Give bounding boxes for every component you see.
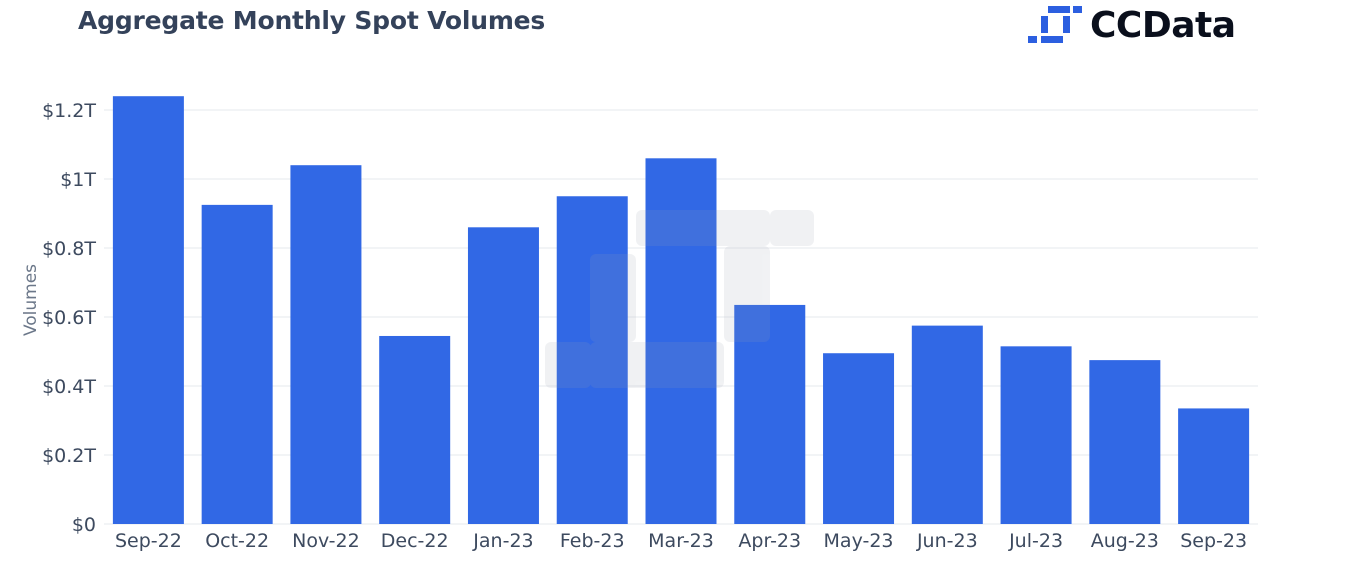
chart-title: Aggregate Monthly Spot Volumes [78,6,546,35]
bar-sep-22[interactable] [112,96,184,524]
bar-sep-23[interactable] [1178,408,1250,524]
x-tick-label: Mar-23 [648,530,714,552]
watermark-block [590,254,636,342]
bar-mar-23[interactable] [645,158,717,525]
bar-may-23[interactable] [823,353,895,524]
brand-logo: CCData [1026,3,1236,47]
y-axis-title: Volumes [21,264,41,336]
y-tick-label: $0 [72,514,96,536]
y-tick-labels: $0 $0.2T $0.4T $0.6T $0.8T $1T $1.2T [42,100,96,536]
watermark-icon [545,210,814,388]
bar-feb-23[interactable] [556,196,628,524]
bar-nov-22[interactable] [290,165,362,524]
y-tick-label: $1T [60,169,96,191]
watermark-block [590,342,724,388]
x-tick-label: May-23 [824,530,894,552]
bars [112,96,1250,525]
y-tick-label: $0.8T [42,238,96,260]
bar-aug-23[interactable] [1089,360,1161,524]
y-tick-label: $0.4T [42,376,96,398]
x-tick-labels: Sep-22 Oct-22 Nov-22 Dec-22 Jan-23 Feb-23 Mar-… [115,530,1247,552]
x-tick-label: Jan-23 [472,530,533,552]
x-tick-label: Apr-23 [738,530,801,552]
bar-apr-23[interactable] [734,304,806,524]
y-tick-label: $0.2T [42,445,96,467]
y-tick-label: $1.2T [42,100,96,122]
watermark-block [636,210,770,246]
x-tick-label: Sep-22 [115,530,182,552]
x-tick-label: Aug-23 [1091,530,1159,552]
bar-jan-23[interactable] [467,227,539,525]
bar-dec-22[interactable] [379,335,451,524]
x-tick-label: Sep-23 [1180,530,1247,552]
bar-jul-23[interactable] [1000,346,1072,524]
x-tick-label: Dec-22 [381,530,449,552]
y-tick-label: $0.6T [42,307,96,329]
watermark-block [770,210,814,246]
brand-name: CCData [1090,4,1236,46]
bar-oct-22[interactable] [201,204,273,524]
watermark-block [545,342,591,388]
watermark-block [724,246,770,342]
x-tick-label: Oct-22 [205,530,269,552]
bar-jun-23[interactable] [911,325,983,524]
x-tick-label: Jun-23 [916,530,978,552]
x-tick-label: Nov-22 [292,530,360,552]
x-tick-label: Jul-23 [1008,530,1063,552]
ccdata-logo-icon [1028,6,1082,43]
x-tick-label: Feb-23 [560,530,625,552]
